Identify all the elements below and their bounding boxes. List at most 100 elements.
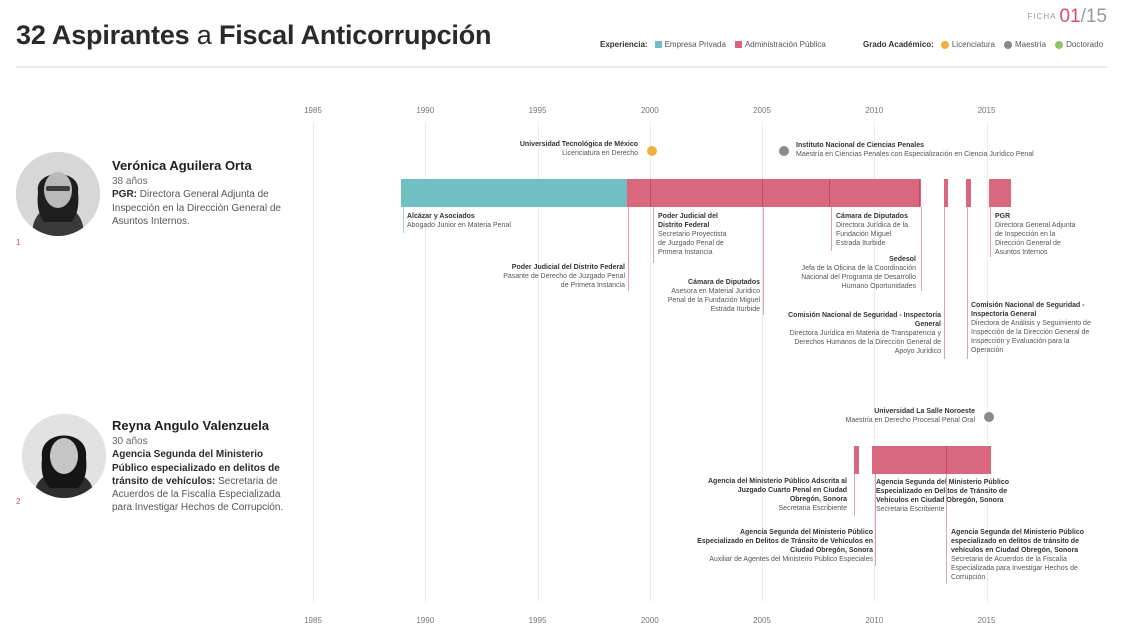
position-title: Agencia Segunda del Ministerio Público E… [697,529,873,555]
public-swatch [734,41,742,48]
degree-program: Maestría en Ciencias Penales con Especia… [796,151,1034,159]
position-annotation: Poder Judicial del Distrito Federal Pasa… [495,263,625,290]
public-experience-bar[interactable] [872,446,991,474]
leader-line [990,207,991,257]
portrait-icon [22,414,106,498]
degree-dot[interactable] [983,412,994,422]
leader-line [403,207,404,233]
position-annotation: Comisión Nacional de Seguridad - Inspect… [971,301,1091,356]
experience-legend-title: Experiencia: [600,40,648,49]
legend-item-doctorado: Doctorado [1053,40,1103,49]
leader-line [946,474,947,584]
title-part-b: Fiscal Anticorrupción [218,20,492,50]
legend-item-licenciatura: Licenciatura [939,40,995,49]
x-tick-label: 1995 [528,106,547,115]
position-desc: Secretaria de Acuerdos de la Fiscalía Es… [951,556,1078,582]
person-card-reyna: Reyna Angulo Valenzuela 30 años Agencia … [112,417,292,514]
degree-dot[interactable] [646,146,657,156]
legend-label-licenciatura: Licenciatura [951,40,995,49]
position-desc: Asesora en Material Jurídico Penal de la… [667,288,760,314]
position-desc: Secretaria Escribiente [778,505,847,513]
legend-label-doctorado: Doctorado [1066,40,1104,49]
avatar-reyna [22,414,106,498]
leader-line [854,474,855,516]
position-annotation: Comisión Nacional de Seguridad - Inspect… [776,311,941,356]
legend-item-maestria: Maestría [1002,40,1046,49]
grid-line [986,122,988,602]
position-desc: Directora Jurídica de la Fundación Migue… [836,222,908,248]
person-index: 2 [16,497,21,506]
leader-line [831,207,832,251]
legend-label-maestria: Maestría [1014,40,1047,49]
page-title: 32 Aspirantes a Fiscal Anticorrupción [16,20,491,51]
position-title: Poder Judicial del Distrito Federal [511,264,625,271]
public-experience-bar[interactable] [943,179,949,207]
position-desc: Secretario Proyectista de Juzgado Penal … [658,231,727,257]
maestria-dot [1003,40,1012,49]
degree-institution: Instituto Nacional de Ciencias Penales [796,142,924,149]
public-experience-bar[interactable] [988,179,1012,207]
x-tick-label: 2000 [640,106,659,115]
leader-line [653,207,654,263]
person-age: 30 años [112,436,148,448]
person-role: PGR: Directora General Adjunta de Inspec… [112,188,292,228]
degree-program: Maestría en Derecho Procesal Penal Oral [845,417,975,425]
ficha-pager[interactable]: FICHA 01/15 [1027,6,1107,28]
leader-line [763,207,764,315]
position-title: Cámara de Diputados [836,213,908,220]
public-experience-bar[interactable] [627,179,922,207]
position-annotation: Agencia Segunda del Ministerio Público E… [876,478,1016,514]
position-annotation: Agencia Segunda del Ministerio Público E… [693,528,873,564]
bar-segment-divider [946,446,948,474]
grid-line [874,122,876,602]
position-desc: Auxiliar de Agentes del Ministerio Públi… [709,556,873,564]
position-desc: Jefa de la Oficina de la Coordinación Na… [801,265,916,291]
person-index: 1 [16,238,21,247]
position-annotation: Agencia del Ministerio Público Adscrita … [707,477,847,513]
degree-legend: Grado Académico: Licenciatura Maestría D… [863,40,1110,49]
legend-item-public: Administración Pública [733,40,826,49]
ficha-total: 15 [1085,6,1107,27]
private-swatch [654,41,662,48]
header-divider [16,66,1107,68]
portrait-icon [16,152,100,236]
position-title: Agencia del Ministerio Público Adscrita … [708,478,847,504]
position-annotation: Poder Judicial del Distrito Federal Secr… [658,212,730,257]
position-title: Alcázar y Asociados [407,213,475,220]
position-annotation: PGR Directora General Adjunta de Inspecc… [995,212,1085,257]
ficha-current: 01 [1059,6,1081,27]
position-annotation: Alcázar y Asociados Abogado Junior en Ma… [407,212,511,230]
public-experience-bar[interactable] [854,446,859,474]
bar-segment-divider [829,179,831,207]
degree-annotation: Universidad La Salle Noroeste Maestría e… [845,407,975,425]
position-desc: Directora Jurídica en Materia de Transpa… [789,330,941,356]
x-tick-label: 2010 [865,106,884,115]
position-desc: Directora de Análisis y Seguimiento de I… [971,320,1091,355]
degree-institution: Universidad La Salle Noroeste [874,408,975,415]
title-part-a: 32 Aspirantes [16,20,190,50]
private-experience-bar[interactable] [400,179,628,207]
position-annotation: Cámara de Diputados Directora Jurídica d… [836,212,912,248]
bar-segment-divider [919,179,921,207]
ficha-label: FICHA [1027,12,1057,21]
ficha-separator: / [1080,6,1086,27]
person-role-bold: PGR: [112,189,137,201]
degree-annotation: Instituto Nacional de Ciencias Penales M… [796,141,1034,159]
x-tick-label: 1995 [528,616,547,625]
x-tick-label: 1985 [304,616,322,625]
person-role: Agencia Segunda del Ministerio Público e… [112,448,292,514]
x-tick-label: 2015 [977,616,996,625]
degree-dot[interactable] [779,146,790,156]
x-tick-label: 1990 [416,616,435,625]
bar-segment-divider [649,179,651,207]
position-annotation: Sedesol Jefa de la Oficina de la Coordin… [786,255,916,291]
grid-line [313,122,314,602]
x-tick-label: 1990 [416,106,435,115]
person-role-text: Secretaria de Acuerdos de la Fiscalía Es… [112,475,284,514]
position-title: Poder Judicial del Distrito Federal [658,213,718,230]
degree-institution: Universidad Tecnológica de México [519,141,638,148]
public-experience-bar[interactable] [966,179,971,207]
position-title: Agencia Segunda del Ministerio Público E… [876,479,1010,505]
experience-legend: Experiencia: Empresa Privada Administrac… [600,40,833,49]
position-desc: Directora General Adjunta de Inspección … [995,222,1076,257]
